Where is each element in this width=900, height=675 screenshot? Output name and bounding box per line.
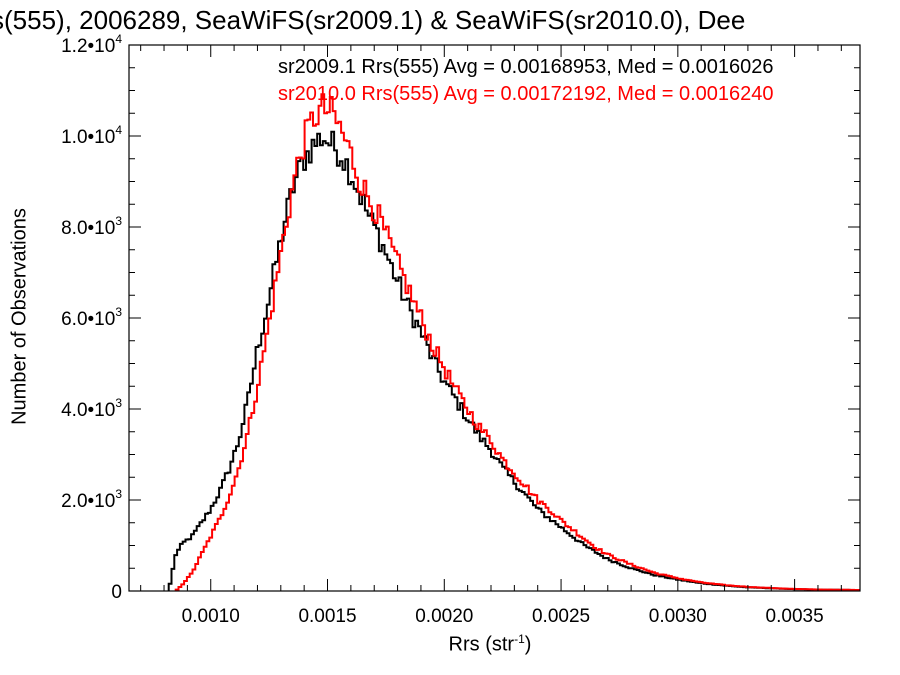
y-tick-exponent: 4: [115, 123, 122, 137]
x-axis-label-text: Rrs (str: [448, 633, 515, 656]
y-tick-exponent: 3: [115, 396, 122, 410]
y-tick-mantissa: 4.0•10: [61, 400, 115, 421]
x-tick-label: 0.0030: [649, 606, 707, 627]
y-tick-exponent: 3: [115, 487, 122, 501]
x-axis-label-superscript: -1: [514, 632, 525, 646]
y-tick-mantissa: 1.2•10: [61, 36, 115, 57]
x-tick-label: 0.0020: [415, 606, 473, 627]
y-tick-label: 1.0•104: [61, 123, 122, 148]
y-tick-label: 4.0•103: [61, 396, 122, 421]
y-tick-label: 1.2•104: [61, 32, 122, 57]
y-tick-label: 0: [111, 582, 122, 603]
y-tick-mantissa: 1.0•10: [61, 127, 115, 148]
y-tick-mantissa: 8.0•10: [61, 218, 115, 239]
legend-entry-sr2009.1: sr2009.1 Rrs(555) Avg = 0.00168953, Med …: [278, 56, 774, 78]
x-axis-label: Rrs (str-1): [380, 632, 600, 657]
legend-entry-sr2010.0: sr2010.0 Rrs(555) Avg = 0.00172192, Med …: [278, 83, 774, 105]
x-tick-label: 0.0010: [182, 606, 240, 627]
y-axis-label: Number of Observations: [8, 208, 31, 425]
x-tick-label: 0.0035: [766, 606, 824, 627]
series-line-sr2009.1: [167, 130, 860, 592]
plot-frame: [128, 44, 861, 592]
x-tick-label: 0.0025: [532, 606, 590, 627]
x-axis-label-close: ): [524, 633, 532, 656]
y-tick-label: 6.0•103: [61, 305, 122, 330]
series-line-sr2010.0: [174, 93, 860, 591]
y-tick-exponent: 4: [115, 32, 122, 46]
y-tick-label: 8.0•103: [61, 214, 122, 239]
chart-title: s(555), 2006289, SeaWiFS(sr2009.1) & Sea…: [0, 5, 746, 35]
y-tick-mantissa: 6.0•10: [61, 309, 115, 330]
y-tick-mantissa: 2.0•10: [61, 491, 115, 512]
y-tick-exponent: 3: [115, 214, 122, 228]
y-tick-label: 2.0•103: [61, 487, 122, 512]
x-tick-label: 0.0015: [298, 606, 356, 627]
y-tick-exponent: 3: [115, 305, 122, 319]
